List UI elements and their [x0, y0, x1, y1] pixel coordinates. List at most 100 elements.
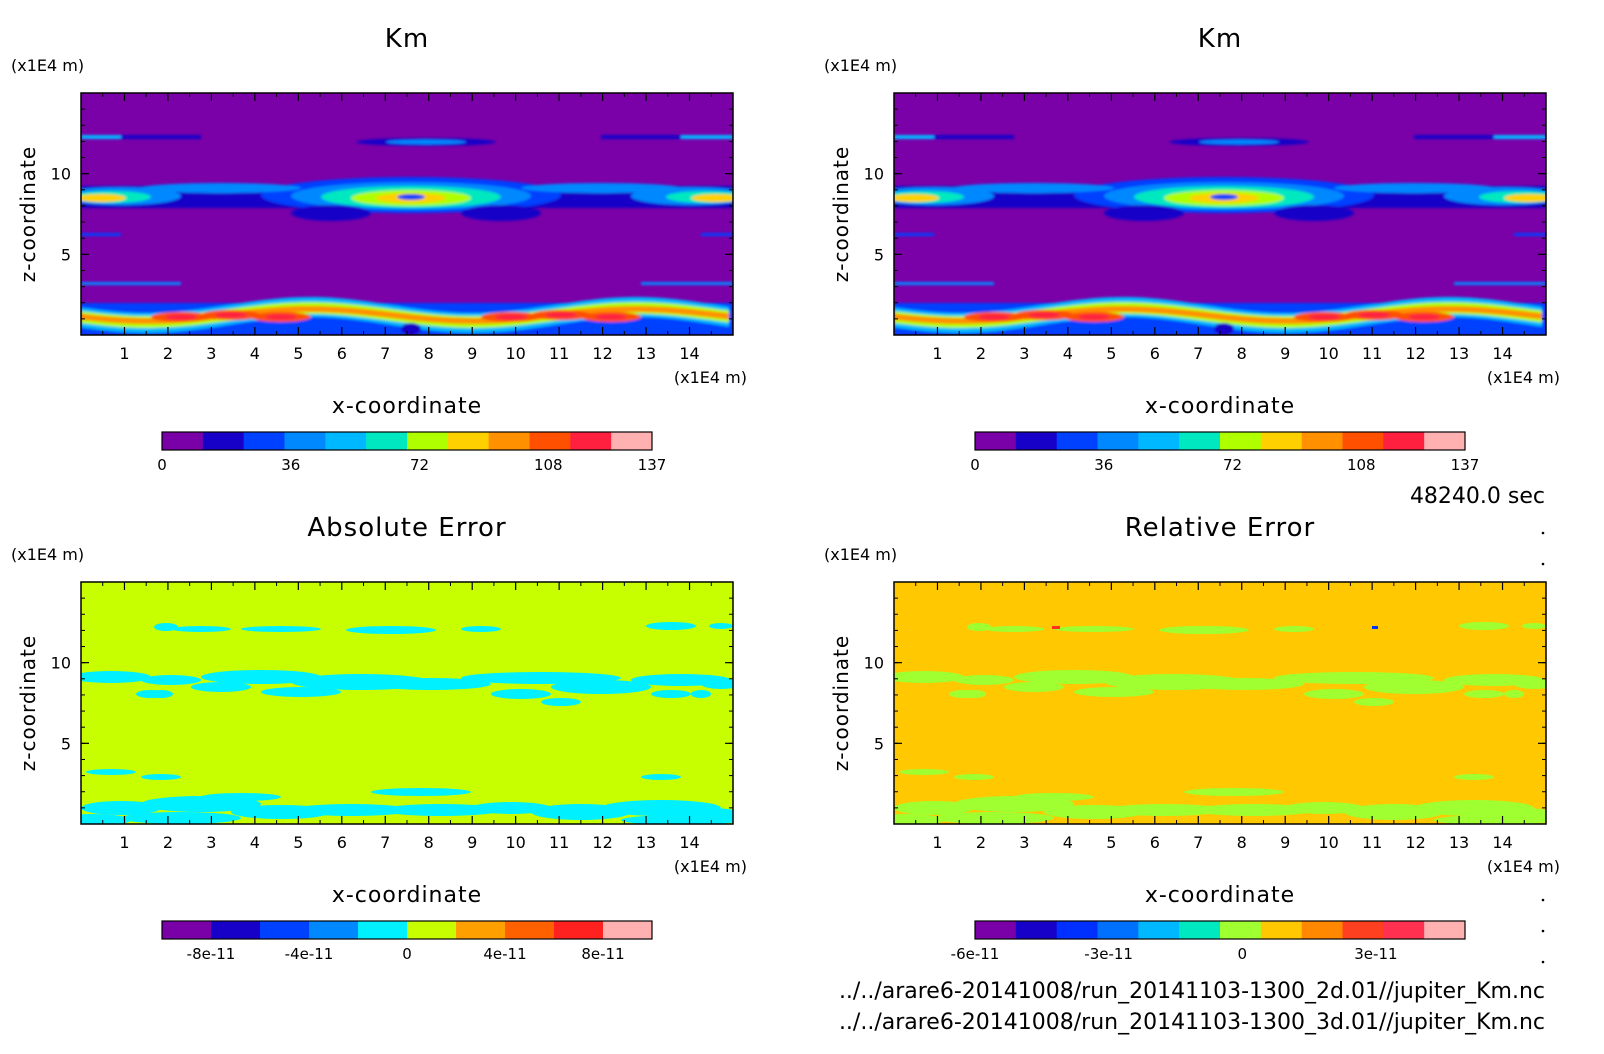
colorbar-swatch — [1179, 921, 1221, 939]
colorbar-swatch — [407, 432, 449, 450]
y-tick-label: 5 — [61, 245, 71, 264]
x-tick-label: 1 — [119, 344, 129, 363]
colorbar-swatch — [1179, 432, 1221, 450]
x-tick-label: 2 — [163, 833, 173, 852]
colorbar-swatch — [1424, 921, 1466, 939]
x-tick-label: 1 — [119, 833, 129, 852]
x-tick-label: 13 — [1449, 344, 1469, 363]
x-tick-label: 9 — [1280, 833, 1290, 852]
colorbar-swatch — [505, 921, 555, 939]
chart-title: Relative Error — [1125, 513, 1316, 543]
colorbar-tick-label: 72 — [410, 456, 429, 474]
colorbar: 0 36 72 108 137 — [970, 431, 1480, 474]
colorbar-swatch — [1015, 921, 1058, 939]
colorbar-swatch — [1015, 432, 1058, 450]
colorbar-tick-label: 36 — [281, 456, 300, 474]
colorbar-swatch — [162, 432, 204, 450]
x-tick-label: 6 — [337, 344, 347, 363]
x-tick-label: 5 — [1106, 344, 1116, 363]
x-tick-label: 1 — [932, 833, 942, 852]
x-tick-label: 2 — [163, 344, 173, 363]
x-tick-label: 14 — [1492, 344, 1512, 363]
colorbar-tick-label: 8e-11 — [581, 945, 624, 963]
x-tick-label: 7 — [1193, 833, 1203, 852]
file-path-1: ../../arare6-20141008/run_20141103-1300_… — [839, 979, 1545, 1004]
chart-panel-4: Relative Error(x1E4 m)1 2 3 4 5 6 7 8 9 10 11 12 13 1… — [824, 513, 1560, 963]
colorbar-swatch — [309, 921, 359, 939]
x-tick-label: 14 — [679, 833, 699, 852]
colorbar-tick-label: 72 — [1223, 456, 1242, 474]
chart-title: Absolute Error — [307, 513, 506, 543]
x-tick-label: 14 — [1492, 833, 1512, 852]
colorbar-swatch — [456, 921, 506, 939]
colorbar-swatch — [1220, 921, 1262, 939]
colorbar-tick-label: 108 — [1347, 456, 1376, 474]
x-tick-label: 11 — [549, 833, 569, 852]
x-axis-label: x-coordinate — [332, 883, 482, 908]
x-axis-label: x-coordinate — [1145, 883, 1295, 908]
colorbar-swatch — [1301, 921, 1343, 939]
colorbar-swatch — [1383, 432, 1425, 450]
x-tick-label: 6 — [337, 833, 347, 852]
colorbar-tick-label: -8e-11 — [187, 945, 236, 963]
colorbar-swatch — [603, 921, 653, 939]
colorbar-swatch — [162, 921, 212, 939]
y-axis-label: z-coordinate — [829, 635, 853, 771]
km-field — [894, 135, 1546, 335]
x-tick-label: 13 — [1449, 833, 1469, 852]
colorbar-tick-label: 137 — [1451, 456, 1480, 474]
colorbar-swatch — [975, 921, 1017, 939]
plot-background — [894, 93, 1546, 335]
x-tick-label: 5 — [293, 344, 303, 363]
colorbar-swatch — [1260, 921, 1303, 939]
plot-area — [894, 93, 1546, 335]
chart-panel-3: Absolute Error(x1E4 m)1 2 3 4 5 6 7 8 9 10 11 12 13 1… — [11, 513, 747, 963]
plot-area — [81, 582, 733, 824]
x-unit-label: (x1E4 m) — [674, 857, 747, 876]
x-tick-label: 8 — [1237, 344, 1247, 363]
colorbar-tick-label: 0 — [402, 945, 412, 963]
x-tick-label: 11 — [1362, 833, 1382, 852]
plot-area — [894, 582, 1546, 824]
x-tick-label: 2 — [976, 344, 986, 363]
y-tick-label: 10 — [51, 654, 71, 673]
x-tick-label: 4 — [1063, 833, 1073, 852]
colorbar-swatch — [975, 432, 1017, 450]
colorbar-swatch — [243, 432, 285, 450]
y-unit-label: (x1E4 m) — [824, 545, 897, 564]
colorbar-tick-label: -4e-11 — [285, 945, 334, 963]
x-unit-label: (x1E4 m) — [674, 368, 747, 387]
x-tick-label: 11 — [1362, 344, 1382, 363]
x-unit-label: (x1E4 m) — [1487, 857, 1560, 876]
colorbar-swatch — [611, 432, 653, 450]
x-tick-label: 10 — [505, 344, 525, 363]
x-tick-label: 9 — [1280, 344, 1290, 363]
x-tick-label: 3 — [1019, 344, 1029, 363]
colorbar-tick-label: 137 — [638, 456, 667, 474]
x-tick-label: 13 — [636, 344, 656, 363]
colorbar-tick-label: 108 — [534, 456, 563, 474]
plot-background — [81, 93, 733, 335]
colorbar-swatch — [488, 432, 530, 450]
chart-title: Km — [385, 24, 429, 54]
x-tick-label: 8 — [1237, 833, 1247, 852]
colorbar: 0 36 72 108 137 — [157, 431, 667, 474]
y-tick-label: 10 — [51, 165, 71, 184]
x-tick-label: 12 — [1405, 833, 1425, 852]
colorbar-swatch — [1383, 921, 1425, 939]
y-tick-label: 5 — [874, 245, 884, 264]
x-axis-label: x-coordinate — [332, 394, 482, 419]
colorbar-tick-label: 36 — [1094, 456, 1113, 474]
colorbar-tick-label: -3e-11 — [1084, 945, 1133, 963]
x-tick-label: 9 — [467, 344, 477, 363]
margin-dots — [1541, 531, 1545, 964]
x-tick-label: 12 — [1405, 344, 1425, 363]
x-tick-label: 1 — [932, 344, 942, 363]
x-tick-label: 13 — [636, 833, 656, 852]
x-tick-label: 8 — [424, 344, 434, 363]
file-path-2: ../../arare6-20141008/run_20141103-1300_… — [839, 1010, 1545, 1035]
x-tick-label: 11 — [549, 344, 569, 363]
x-tick-label: 4 — [250, 344, 260, 363]
